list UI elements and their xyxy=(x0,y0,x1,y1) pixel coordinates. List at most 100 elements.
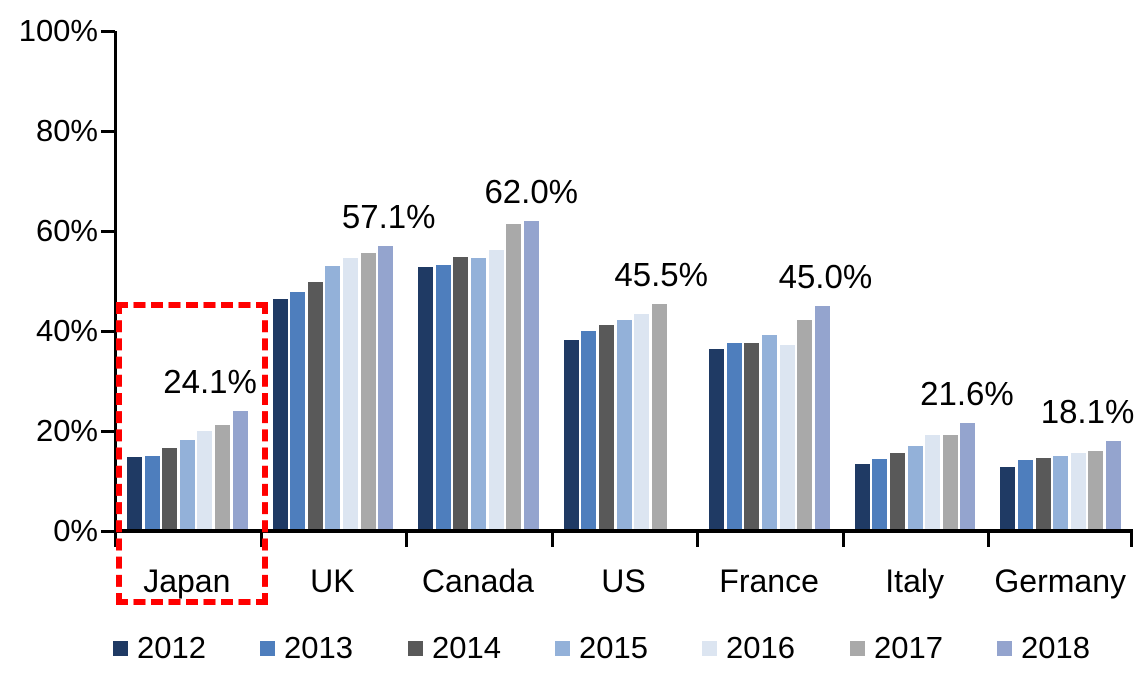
x-axis-tick xyxy=(1130,533,1133,547)
bar-us-2013 xyxy=(581,331,597,531)
bar-italy-2016 xyxy=(925,435,941,531)
bar-italy-2014 xyxy=(890,453,906,531)
legend-swatch-2018 xyxy=(997,640,1012,656)
legend-swatch-2016 xyxy=(702,640,717,656)
bar-canada-2015 xyxy=(470,257,486,531)
bar-uk-2016 xyxy=(342,258,358,531)
bar-italy-2018 xyxy=(960,423,976,531)
legend-item-2012: 2012 xyxy=(113,630,206,666)
bar-germany-2017 xyxy=(1088,450,1104,531)
bar-germany-2014 xyxy=(1035,457,1051,531)
x-axis-tick xyxy=(987,533,990,547)
bar-canada-2012 xyxy=(418,266,434,531)
legend-label-2017: 2017 xyxy=(874,630,943,665)
bar-uk-2018 xyxy=(378,245,394,531)
data-label-us: 45.5% xyxy=(614,255,708,293)
plot-area xyxy=(114,31,1133,531)
bar-japan-2014 xyxy=(162,447,178,531)
legend-item-2017: 2017 xyxy=(850,630,943,666)
legend-label-2013: 2013 xyxy=(284,630,353,665)
x-axis-tick xyxy=(405,533,408,547)
legend-swatch-2015 xyxy=(555,640,570,656)
y-axis-line xyxy=(114,31,117,531)
bar-italy-2015 xyxy=(907,445,923,531)
data-label-france: 45.0% xyxy=(778,258,873,295)
bar-france-2014 xyxy=(744,343,760,531)
bar-germany-2018 xyxy=(1106,440,1122,531)
legend-label-2015: 2015 xyxy=(579,630,648,665)
bar-canada-2016 xyxy=(488,250,504,531)
data-label-canada: 62.0% xyxy=(484,173,579,210)
bar-canada-2018 xyxy=(523,221,539,531)
legend-item-2013: 2013 xyxy=(260,630,353,666)
category-label-uk: UK xyxy=(310,563,355,599)
bar-france-2017 xyxy=(797,319,813,531)
bar-canada-2013 xyxy=(435,264,451,531)
bar-uk-2014 xyxy=(307,282,323,531)
y-axis-label: 40% xyxy=(35,313,98,348)
x-axis-line xyxy=(114,529,1133,533)
bar-japan-2017 xyxy=(215,424,230,531)
x-axis-tick xyxy=(696,533,699,547)
bar-germany-2013 xyxy=(1018,459,1034,531)
category-label-us: US xyxy=(601,563,646,599)
bar-us-2016 xyxy=(634,313,650,531)
y-axis-tick xyxy=(101,230,115,233)
bar-us-2017 xyxy=(651,303,667,531)
bar-canada-2014 xyxy=(453,256,469,531)
highlight-box-japan xyxy=(116,302,268,605)
category-label-germany: Germany xyxy=(994,563,1126,599)
bar-france-2016 xyxy=(779,345,795,531)
y-axis-tick xyxy=(101,30,115,33)
bar-japan-2016 xyxy=(197,430,213,531)
bar-us-2015 xyxy=(616,320,632,531)
y-axis-label: 100% xyxy=(18,13,98,48)
bar-germany-2016 xyxy=(1070,453,1086,531)
bar-france-2015 xyxy=(762,334,778,531)
x-axis-tick xyxy=(260,533,263,547)
category-label-japan: Japan xyxy=(143,563,231,599)
legend-item-2014: 2014 xyxy=(408,630,501,666)
legend-swatch-2014 xyxy=(408,640,423,656)
bar-uk-2012 xyxy=(272,299,288,531)
legend-label-2014: 2014 xyxy=(432,630,501,665)
bar-italy-2013 xyxy=(872,458,888,531)
legend-swatch-2013 xyxy=(260,640,275,656)
legend-item-2018: 2018 xyxy=(997,630,1090,666)
legend-label-2012: 2012 xyxy=(137,630,206,665)
y-axis-tick xyxy=(101,430,115,433)
y-axis-label: 0% xyxy=(53,513,98,548)
bar-japan-2013 xyxy=(144,455,160,531)
legend-item-2015: 2015 xyxy=(555,630,648,666)
bar-uk-2015 xyxy=(325,265,341,531)
bar-france-2013 xyxy=(726,343,742,531)
bar-uk-2013 xyxy=(290,292,306,531)
y-axis-label: 20% xyxy=(35,413,98,448)
legend: 2012 2013 2014 2015 2016 2017 2018 xyxy=(0,630,1142,670)
bar-japan-2018 xyxy=(232,410,248,531)
data-label-germany: 18.1% xyxy=(1040,392,1135,430)
bar-france-2018 xyxy=(814,306,830,531)
legend-label-2018: 2018 xyxy=(1021,630,1090,665)
y-axis-tick xyxy=(101,530,115,533)
data-label-japan: 24.1% xyxy=(163,362,257,400)
bar-japan-2015 xyxy=(179,440,195,531)
y-axis-tick xyxy=(101,330,115,333)
legend-swatch-2012 xyxy=(113,640,128,656)
bar-us-2012 xyxy=(563,340,579,531)
x-axis-tick xyxy=(551,533,554,547)
category-label-canada: Canada xyxy=(421,563,534,599)
x-axis-tick xyxy=(842,533,845,547)
bar-canada-2017 xyxy=(506,223,522,531)
bar-italy-2017 xyxy=(942,434,958,531)
legend-item-2016: 2016 xyxy=(702,630,795,666)
bar-uk-2017 xyxy=(360,252,376,531)
y-axis-tick xyxy=(101,130,115,133)
legend-label-2016: 2016 xyxy=(726,630,795,665)
y-axis-label: 80% xyxy=(35,113,98,148)
category-label-italy: Italy xyxy=(885,563,944,599)
category-label-france: France xyxy=(719,563,819,599)
y-axis-label: 60% xyxy=(35,213,98,248)
data-label-italy: 21.6% xyxy=(920,375,1014,412)
